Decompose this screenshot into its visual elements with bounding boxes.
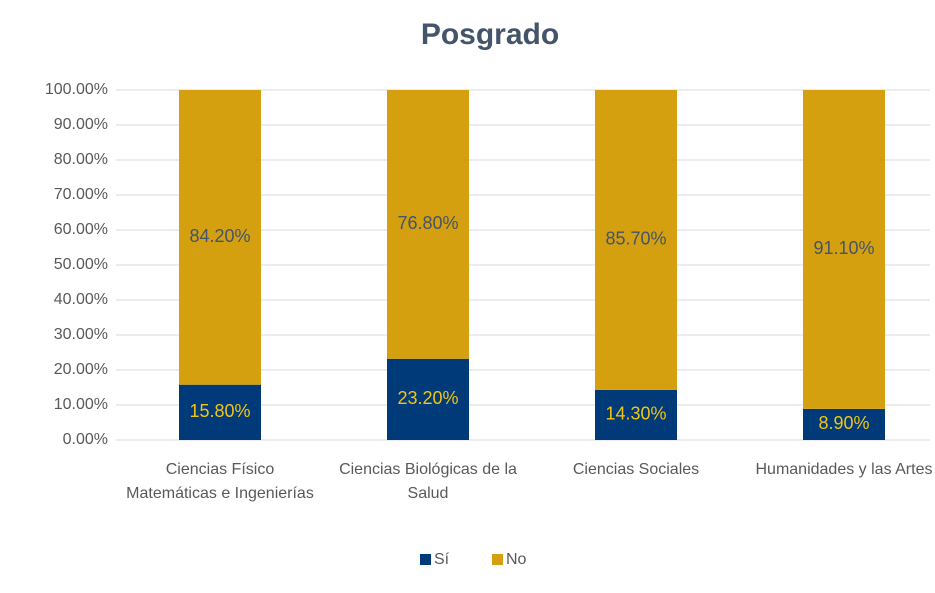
bar-segment bbox=[387, 90, 469, 359]
legend-label: Sí bbox=[434, 551, 450, 568]
y-tick-label: 30.00% bbox=[54, 326, 108, 343]
value-label: 91.10% bbox=[813, 238, 874, 258]
bar-segment bbox=[179, 384, 261, 440]
y-tick-label: 40.00% bbox=[54, 291, 108, 308]
value-label: 15.80% bbox=[189, 401, 250, 421]
x-tick-label: Humanidades y las Artes bbox=[755, 461, 933, 478]
value-label: 23.20% bbox=[397, 388, 458, 408]
bar-segment bbox=[803, 408, 885, 440]
value-label: 84.20% bbox=[189, 226, 250, 246]
y-tick-label: 90.00% bbox=[54, 116, 108, 133]
legend-swatch bbox=[420, 554, 431, 565]
bar-segment bbox=[179, 90, 261, 385]
value-label: 85.70% bbox=[605, 229, 666, 249]
y-tick-label: 0.00% bbox=[63, 431, 108, 448]
value-label: 76.80% bbox=[397, 213, 458, 233]
y-tick-label: 50.00% bbox=[54, 256, 108, 273]
bar-segment bbox=[387, 358, 469, 440]
bar-segment bbox=[595, 389, 677, 440]
bar-segment bbox=[803, 90, 885, 409]
x-tick-label: Ciencias Sociales bbox=[572, 461, 700, 478]
legend-label: No bbox=[506, 551, 527, 568]
x-tick-label: Ciencias Físico Matemáticas e Ingeniería… bbox=[126, 461, 314, 502]
x-tick-label: Ciencias Biológicas de la Salud bbox=[339, 461, 517, 502]
chart-title: Posgrado bbox=[421, 18, 559, 51]
y-tick-label: 60.00% bbox=[54, 221, 108, 238]
y-tick-label: 80.00% bbox=[54, 151, 108, 168]
bar-segment bbox=[595, 90, 677, 390]
y-tick-label: 100.00% bbox=[45, 81, 108, 98]
y-tick-label: 10.00% bbox=[54, 396, 108, 413]
value-label: 14.30% bbox=[605, 404, 666, 424]
value-label: 8.90% bbox=[818, 413, 869, 433]
y-tick-label: 70.00% bbox=[54, 186, 108, 203]
legend-swatch bbox=[492, 554, 503, 565]
y-tick-label: 20.00% bbox=[54, 361, 108, 378]
